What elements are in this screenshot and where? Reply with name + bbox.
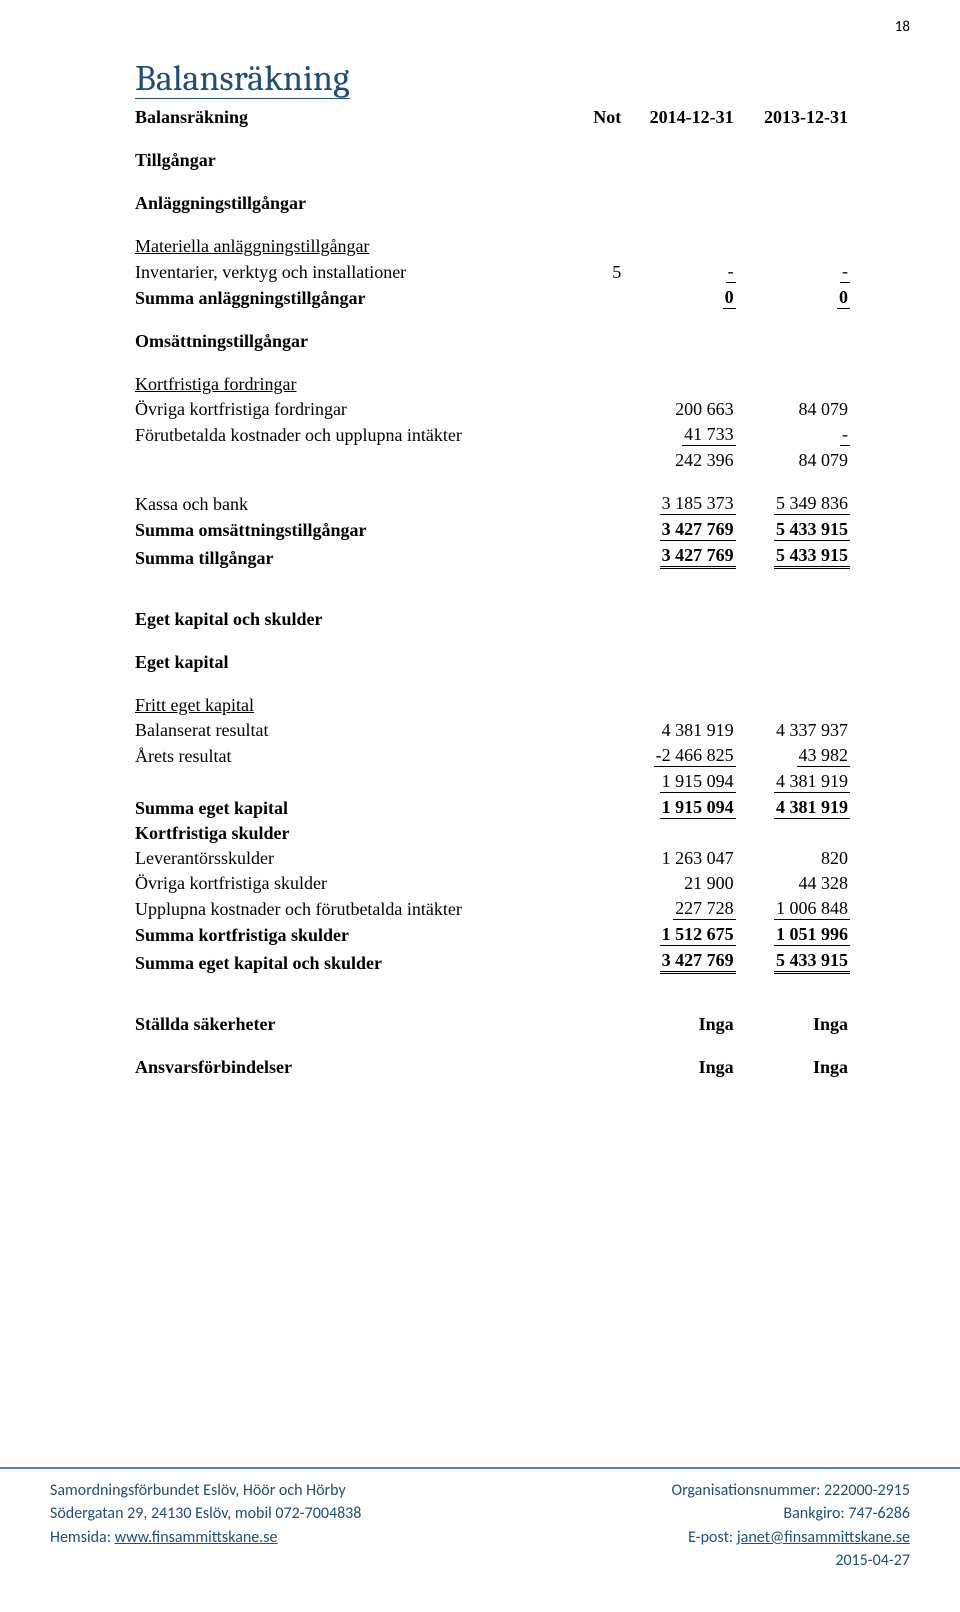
row-summa-tillg-a: 3 427 769 bbox=[621, 543, 735, 571]
row-balres-a: 4 381 919 bbox=[621, 718, 735, 743]
row-ovriga-fordr-label: Övriga kortfristiga fordringar bbox=[135, 397, 578, 422]
row-ansvar-label: Ansvarsförbindelser bbox=[135, 1055, 578, 1080]
row-ovriga-fordr-a: 200 663 bbox=[621, 397, 735, 422]
row-inventarier-a: - bbox=[621, 259, 735, 285]
section-tillgangar: Tillgångar bbox=[135, 148, 578, 173]
row-summa-anl-b: 0 bbox=[736, 285, 850, 311]
section-kortfordr: Kortfristiga fordringar bbox=[135, 372, 578, 397]
row-balres-label: Balanserat resultat bbox=[135, 718, 578, 743]
row-summa-anl-a: 0 bbox=[621, 285, 735, 311]
footer-website-line: Hemsida: www.finsammittskane.se bbox=[50, 1526, 361, 1549]
page-footer: Samordningsförbundet Eslöv, Höör och Hör… bbox=[0, 1467, 960, 1572]
balance-table: Balansräkning Not 2014-12-31 2013-12-31 … bbox=[135, 105, 850, 1080]
row-summa-anl-label: Summa anläggningstillgångar bbox=[135, 285, 578, 311]
row-summaeksk-b: 5 433 915 bbox=[736, 948, 850, 976]
header-note: Not bbox=[578, 105, 621, 130]
row-summaek-label: Summa eget kapital bbox=[135, 795, 578, 821]
row-lev-a: 1 263 047 bbox=[621, 846, 735, 871]
row-summaeksk-label: Summa eget kapital och skulder bbox=[135, 948, 578, 976]
footer-email-link[interactable]: janet@finsammittskane.se bbox=[737, 1528, 910, 1547]
row-summa-tillg-label: Summa tillgångar bbox=[135, 543, 578, 571]
page-number: 18 bbox=[895, 18, 910, 36]
row-summa-oms-label: Summa omsättningstillgångar bbox=[135, 517, 578, 543]
row-kassa-b: 5 349 836 bbox=[736, 491, 850, 517]
row-forutbetalda-label: Förutbetalda kostnader och upplupna intä… bbox=[135, 422, 578, 448]
row-sub-fordr-a: 242 396 bbox=[621, 448, 735, 473]
row-aretsres-b: 43 982 bbox=[736, 743, 850, 769]
row-subek-b: 4 381 919 bbox=[736, 769, 850, 795]
row-summa-oms-a: 3 427 769 bbox=[621, 517, 735, 543]
row-forutbetalda-a: 41 733 bbox=[621, 422, 735, 448]
row-ansvar-b: Inga bbox=[736, 1055, 850, 1080]
row-stallda-label: Ställda säkerheter bbox=[135, 1012, 578, 1037]
row-ovriga-fordr-b: 84 079 bbox=[736, 397, 850, 422]
section-omsattnings: Omsättningstillgångar bbox=[135, 329, 578, 354]
row-summakort-a: 1 512 675 bbox=[621, 922, 735, 948]
row-aretsres-a: -2 466 825 bbox=[621, 743, 735, 769]
row-summa-tillg-b: 5 433 915 bbox=[736, 543, 850, 571]
row-ovrskuld-a: 21 900 bbox=[621, 871, 735, 896]
row-summaek-a: 1 915 094 bbox=[621, 795, 735, 821]
row-stallda-a: Inga bbox=[621, 1012, 735, 1037]
footer-org-name: Samordningsförbundet Eslöv, Höör och Hör… bbox=[50, 1479, 361, 1502]
row-kassa-a: 3 185 373 bbox=[621, 491, 735, 517]
section-materiella: Materiella anläggningstillgångar bbox=[135, 234, 578, 259]
row-sub-fordr-b: 84 079 bbox=[736, 448, 850, 473]
header-label: Balansräkning bbox=[135, 105, 578, 130]
row-kassa-label: Kassa och bank bbox=[135, 491, 578, 517]
footer-address: Södergatan 29, 24130 Eslöv, mobil 072-70… bbox=[50, 1502, 361, 1525]
footer-date: 2015-04-27 bbox=[671, 1549, 910, 1572]
footer-website-link[interactable]: www.finsammittskane.se bbox=[115, 1528, 278, 1547]
section-fritt-ek: Fritt eget kapital bbox=[135, 693, 578, 718]
row-summaek-b: 4 381 919 bbox=[736, 795, 850, 821]
row-uppl-a: 227 728 bbox=[621, 896, 735, 922]
page-title: Balansräkning bbox=[135, 30, 850, 105]
row-summakort-label: Summa kortfristiga skulder bbox=[135, 922, 578, 948]
row-summaeksk-a: 3 427 769 bbox=[621, 948, 735, 976]
row-balres-b: 4 337 937 bbox=[736, 718, 850, 743]
row-forutbetalda-b: - bbox=[736, 422, 850, 448]
row-lev-label: Leverantörsskulder bbox=[135, 846, 578, 871]
section-eget-kapital: Eget kapital bbox=[135, 650, 578, 675]
header-col-b: 2013-12-31 bbox=[736, 105, 850, 130]
header-col-a: 2014-12-31 bbox=[621, 105, 735, 130]
row-inventarier-note: 5 bbox=[578, 259, 621, 285]
row-aretsres-label: Årets resultat bbox=[135, 743, 578, 769]
row-inventarier-label: Inventarier, verktyg och installationer bbox=[135, 259, 578, 285]
row-ansvar-a: Inga bbox=[621, 1055, 735, 1080]
footer-orgnr: Organisationsnummer: 222000-2915 bbox=[671, 1479, 910, 1502]
section-kortskuld: Kortfristiga skulder bbox=[135, 821, 578, 846]
row-summa-oms-b: 5 433 915 bbox=[736, 517, 850, 543]
footer-email-line: E-post: janet@finsammittskane.se bbox=[671, 1526, 910, 1549]
row-uppl-label: Upplupna kostnader och förutbetalda intä… bbox=[135, 896, 578, 922]
row-summakort-b: 1 051 996 bbox=[736, 922, 850, 948]
row-uppl-b: 1 006 848 bbox=[736, 896, 850, 922]
row-lev-b: 820 bbox=[736, 846, 850, 871]
section-ek-skulder: Eget kapital och skulder bbox=[135, 607, 578, 632]
row-stallda-b: Inga bbox=[736, 1012, 850, 1037]
footer-bankgiro: Bankgiro: 747-6286 bbox=[671, 1502, 910, 1525]
row-subek-a: 1 915 094 bbox=[621, 769, 735, 795]
row-ovrskuld-label: Övriga kortfristiga skulder bbox=[135, 871, 578, 896]
row-inventarier-b: - bbox=[736, 259, 850, 285]
row-ovrskuld-b: 44 328 bbox=[736, 871, 850, 896]
section-anlaggnings: Anläggningstillgångar bbox=[135, 191, 578, 216]
